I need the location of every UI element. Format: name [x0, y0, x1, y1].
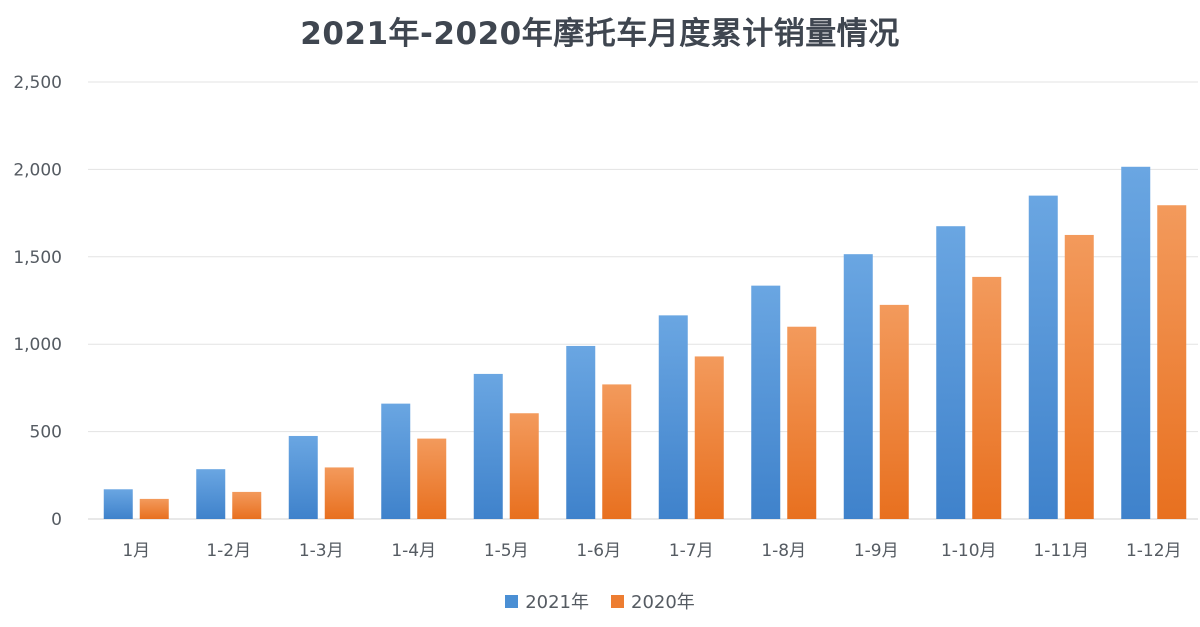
legend-swatch-2021	[505, 594, 519, 608]
x-tick-label: 1-9月	[854, 541, 899, 561]
x-tick-label: 1-10月	[941, 541, 997, 561]
bar-2020	[139, 498, 169, 519]
bar-2021	[473, 373, 503, 519]
bar-2021	[751, 285, 781, 519]
x-tick-label: 1-12月	[1126, 541, 1182, 561]
x-tick-label: 1-7月	[669, 541, 714, 561]
x-tick-label: 1月	[122, 541, 150, 561]
bar-2020	[787, 326, 817, 519]
bar-2021	[381, 403, 411, 519]
bar-2021	[658, 315, 688, 519]
bar-2020	[1064, 234, 1094, 519]
x-tick-label: 1-2月	[206, 541, 251, 561]
y-tick-label: 500	[30, 423, 62, 443]
bar-2020	[879, 304, 909, 519]
bar-2021	[103, 489, 133, 519]
bar-2020	[232, 491, 262, 519]
bar-2021	[566, 345, 596, 519]
bar-2021	[1028, 195, 1058, 519]
bar-2021	[196, 469, 226, 519]
bar-2020	[1157, 205, 1187, 519]
x-tick-label: 1-3月	[299, 541, 344, 561]
legend-label-2021: 2021年	[525, 592, 589, 613]
bar-2020	[694, 356, 724, 519]
bar-2021	[936, 226, 966, 519]
bar-2020	[602, 384, 632, 519]
y-tick-label: 2,500	[13, 73, 62, 93]
legend-swatch-2020	[611, 594, 624, 608]
x-tick-label: 1-4月	[391, 541, 436, 561]
x-tick-label: 1-5月	[484, 541, 529, 561]
y-tick-label: 2,000	[13, 160, 62, 180]
x-tick-label: 1-8月	[761, 541, 806, 561]
bar-2021	[843, 254, 873, 520]
bar-2020	[417, 438, 447, 519]
chart-title: 2021年-2020年摩托车月度累计销量情况	[300, 16, 900, 52]
y-tick-label: 1,000	[13, 335, 62, 355]
legend: 2021年 2020年	[0, 588, 1200, 614]
y-tick-label: 1,500	[13, 248, 62, 268]
legend-label-2020: 2020年	[631, 592, 695, 613]
legend-item-2020: 2020年	[611, 588, 695, 614]
x-tick-label: 1-6月	[576, 541, 621, 561]
bar-2020	[972, 276, 1002, 519]
legend-item-2021: 2021年	[505, 588, 589, 614]
x-tick-label: 1-11月	[1033, 541, 1089, 561]
bar-2021	[288, 435, 318, 519]
y-tick-label: 0	[51, 510, 62, 530]
bar-2020	[509, 413, 539, 519]
bar-2020	[324, 467, 354, 519]
bar-2021	[1121, 166, 1151, 519]
